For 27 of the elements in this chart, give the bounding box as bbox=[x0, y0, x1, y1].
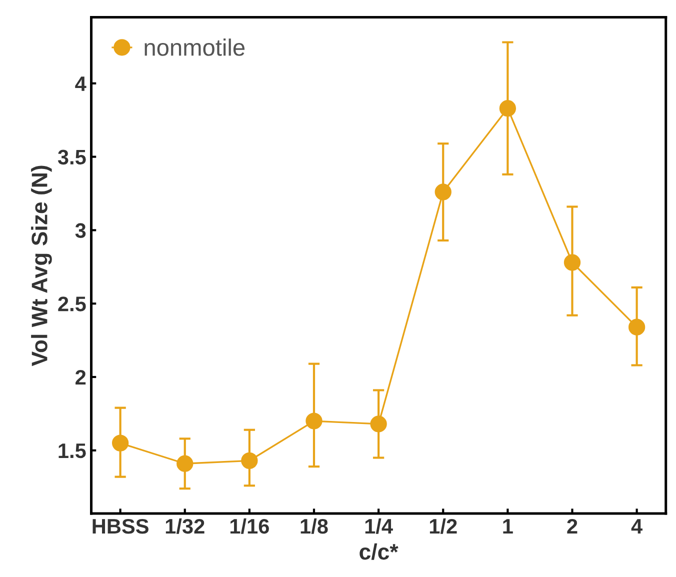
point bbox=[241, 452, 258, 470]
y-tick-label: 1.5 bbox=[58, 444, 86, 458]
y-tick-label: 2.5 bbox=[58, 296, 86, 312]
x-axis-title: c/c* bbox=[360, 543, 398, 560]
x-tick-label: 4 bbox=[631, 519, 642, 534]
point bbox=[564, 254, 581, 271]
x-tick-label: 1/8 bbox=[300, 518, 328, 534]
x-tick-label: 1/32 bbox=[166, 518, 204, 534]
y-tick-label: 3 bbox=[75, 223, 86, 238]
x-tick-label: 1/4 bbox=[365, 518, 393, 534]
legend-label: nonmotile bbox=[144, 38, 245, 56]
y-tick-label: 2 bbox=[76, 370, 86, 385]
point bbox=[434, 184, 452, 200]
y-axis-title: Vol Wt Avg Size (N) bbox=[31, 166, 52, 366]
point bbox=[112, 434, 129, 452]
x-tick-label: 1 bbox=[503, 519, 513, 534]
point bbox=[628, 318, 646, 336]
point bbox=[176, 455, 194, 472]
point bbox=[499, 100, 516, 117]
point bbox=[370, 416, 387, 432]
point bbox=[306, 412, 322, 430]
y-tick-label: 3.5 bbox=[58, 150, 86, 165]
x-tick-label: 2 bbox=[567, 518, 578, 534]
x-tick-label: 1/2 bbox=[430, 518, 457, 534]
x-tick-label: 1/16 bbox=[230, 518, 269, 534]
x-tick-label: HBSS bbox=[92, 518, 148, 534]
y-tick-label: 4 bbox=[75, 76, 86, 91]
